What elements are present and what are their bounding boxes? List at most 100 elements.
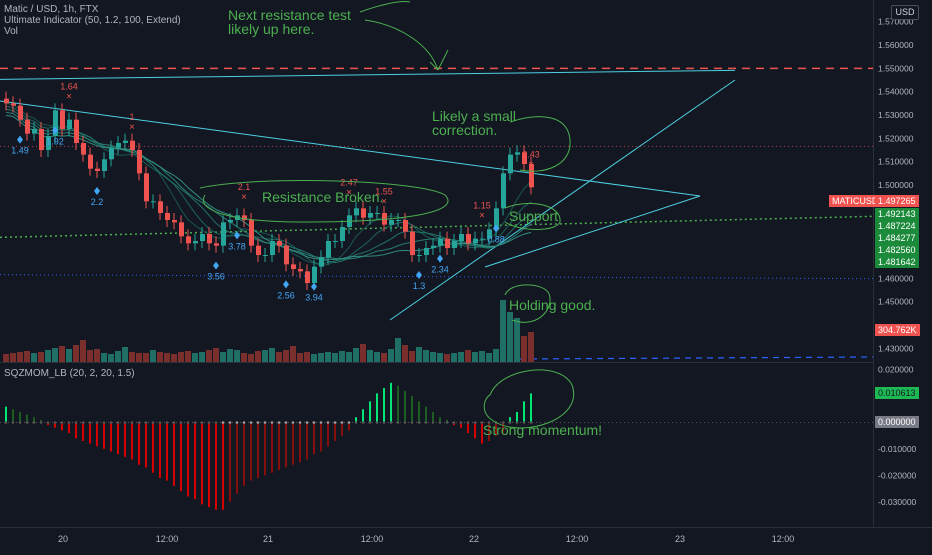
momentum-bar — [40, 419, 42, 423]
volume-bar — [220, 352, 226, 362]
last-price-tag: 1.497265 — [875, 195, 919, 207]
squeeze-dot — [522, 421, 526, 424]
momentum-bar — [362, 409, 364, 423]
squeeze-dot — [480, 421, 484, 424]
squeeze-dot — [431, 421, 435, 424]
momentum-bar — [446, 419, 448, 423]
ma-ribbon-line — [5, 111, 532, 260]
squeeze-dot — [438, 421, 442, 424]
momentum-bar — [75, 422, 77, 439]
candle-body — [277, 241, 282, 246]
squeeze-dot — [235, 421, 239, 424]
note-momentum: Strong momentum! — [483, 422, 603, 438]
candle-body — [291, 264, 296, 269]
squeeze-dot — [410, 421, 414, 424]
candle-body — [340, 227, 345, 241]
momentum-bar — [313, 422, 315, 455]
momentum-bar — [306, 422, 308, 460]
lower-legend[interactable]: SQZMOM_LB (20, 2, 20, 1.5) — [4, 368, 135, 379]
candle-body — [228, 220, 233, 223]
currency-badge[interactable]: USD — [891, 5, 919, 20]
volume-legend[interactable]: Vol — [4, 26, 18, 37]
candle-body — [284, 245, 289, 265]
momentum-bar — [215, 422, 217, 510]
candle-body — [46, 136, 51, 150]
momentum-bar — [271, 422, 273, 473]
volume-bar — [213, 348, 219, 362]
squeeze-dot — [214, 421, 218, 424]
symbol-legend[interactable]: Matic / USD, 1h, FTX — [4, 4, 99, 15]
volume-bar — [24, 351, 30, 362]
momentum-tick-label: -0.020000 — [878, 470, 917, 480]
momentum-bar — [26, 414, 28, 423]
candle-body — [18, 105, 23, 120]
momentum-bar — [89, 422, 91, 444]
sell-signal-marker: × — [479, 211, 485, 222]
level-tag-2: 1.487224 — [875, 220, 919, 232]
volume-bar — [185, 351, 191, 362]
momentum-tick-label: 0.020000 — [878, 365, 914, 375]
momentum-bar — [418, 401, 420, 423]
volume-bar — [381, 353, 387, 362]
buy-signal-marker — [416, 271, 422, 279]
squeeze-dot — [25, 421, 29, 424]
candle-body — [522, 152, 527, 164]
candle-body — [466, 234, 471, 244]
volume-bar — [234, 350, 240, 362]
price-tick-label: 1.530000 — [878, 110, 914, 120]
volume-bar — [395, 338, 401, 362]
squeeze-dot — [487, 421, 491, 424]
time-tick-label: 12:00 — [566, 534, 589, 544]
blue-dashed-bottom — [519, 356, 874, 360]
candle-body — [214, 243, 219, 246]
candle-body — [375, 213, 380, 214]
volume-bar — [458, 352, 464, 362]
volume-bar — [528, 332, 534, 362]
candle-body — [417, 255, 422, 256]
squeeze-dot — [452, 421, 456, 424]
price-tick-label: 1.430000 — [878, 343, 914, 353]
candle-body — [144, 173, 149, 202]
squeeze-dot — [81, 421, 85, 424]
volume-bar — [444, 354, 450, 362]
volume-bar — [423, 350, 429, 362]
volume-value-tag: 304.762K — [875, 324, 920, 336]
time-tick-label: 12:00 — [772, 534, 795, 544]
momentum-bar — [54, 422, 56, 428]
squeeze-dot — [102, 421, 106, 424]
level-tag-5: 1.481642 — [875, 256, 919, 268]
volume-bar — [192, 353, 198, 362]
momentum-bar — [187, 422, 189, 497]
candle-body — [11, 103, 16, 106]
candle-body — [221, 222, 226, 246]
volume-bar — [10, 353, 16, 362]
volume-bar — [129, 352, 135, 362]
momentum-bar — [166, 422, 168, 481]
oval-resistance-broken — [199, 180, 449, 223]
candle-body — [326, 241, 331, 258]
momentum-bar — [110, 422, 112, 452]
momentum-bar — [348, 422, 350, 431]
indicator-legend[interactable]: Ultimate Indicator (50, 1.2, 100, Extend… — [4, 15, 181, 26]
squeeze-dot — [60, 421, 64, 424]
time-tick-label: 22 — [469, 534, 479, 544]
candle-body — [165, 213, 170, 220]
momentum-bar — [502, 422, 504, 434]
squeeze-dot — [417, 421, 421, 424]
blue-dotted-level — [0, 274, 874, 280]
volume-bar — [108, 354, 114, 362]
rising-wedge-line — [389, 79, 736, 321]
candle-body — [396, 220, 401, 221]
volume-bar — [255, 351, 261, 362]
candle-body — [424, 248, 429, 255]
volume-bar — [430, 352, 436, 362]
squeeze-dot — [361, 421, 365, 424]
squeeze-dot — [403, 421, 407, 424]
price-tick-label: 1.460000 — [878, 273, 914, 283]
momentum-bar — [257, 422, 259, 478]
momentum-bar — [509, 417, 511, 423]
momentum-bar — [236, 422, 238, 494]
squeeze-dot — [445, 421, 449, 424]
